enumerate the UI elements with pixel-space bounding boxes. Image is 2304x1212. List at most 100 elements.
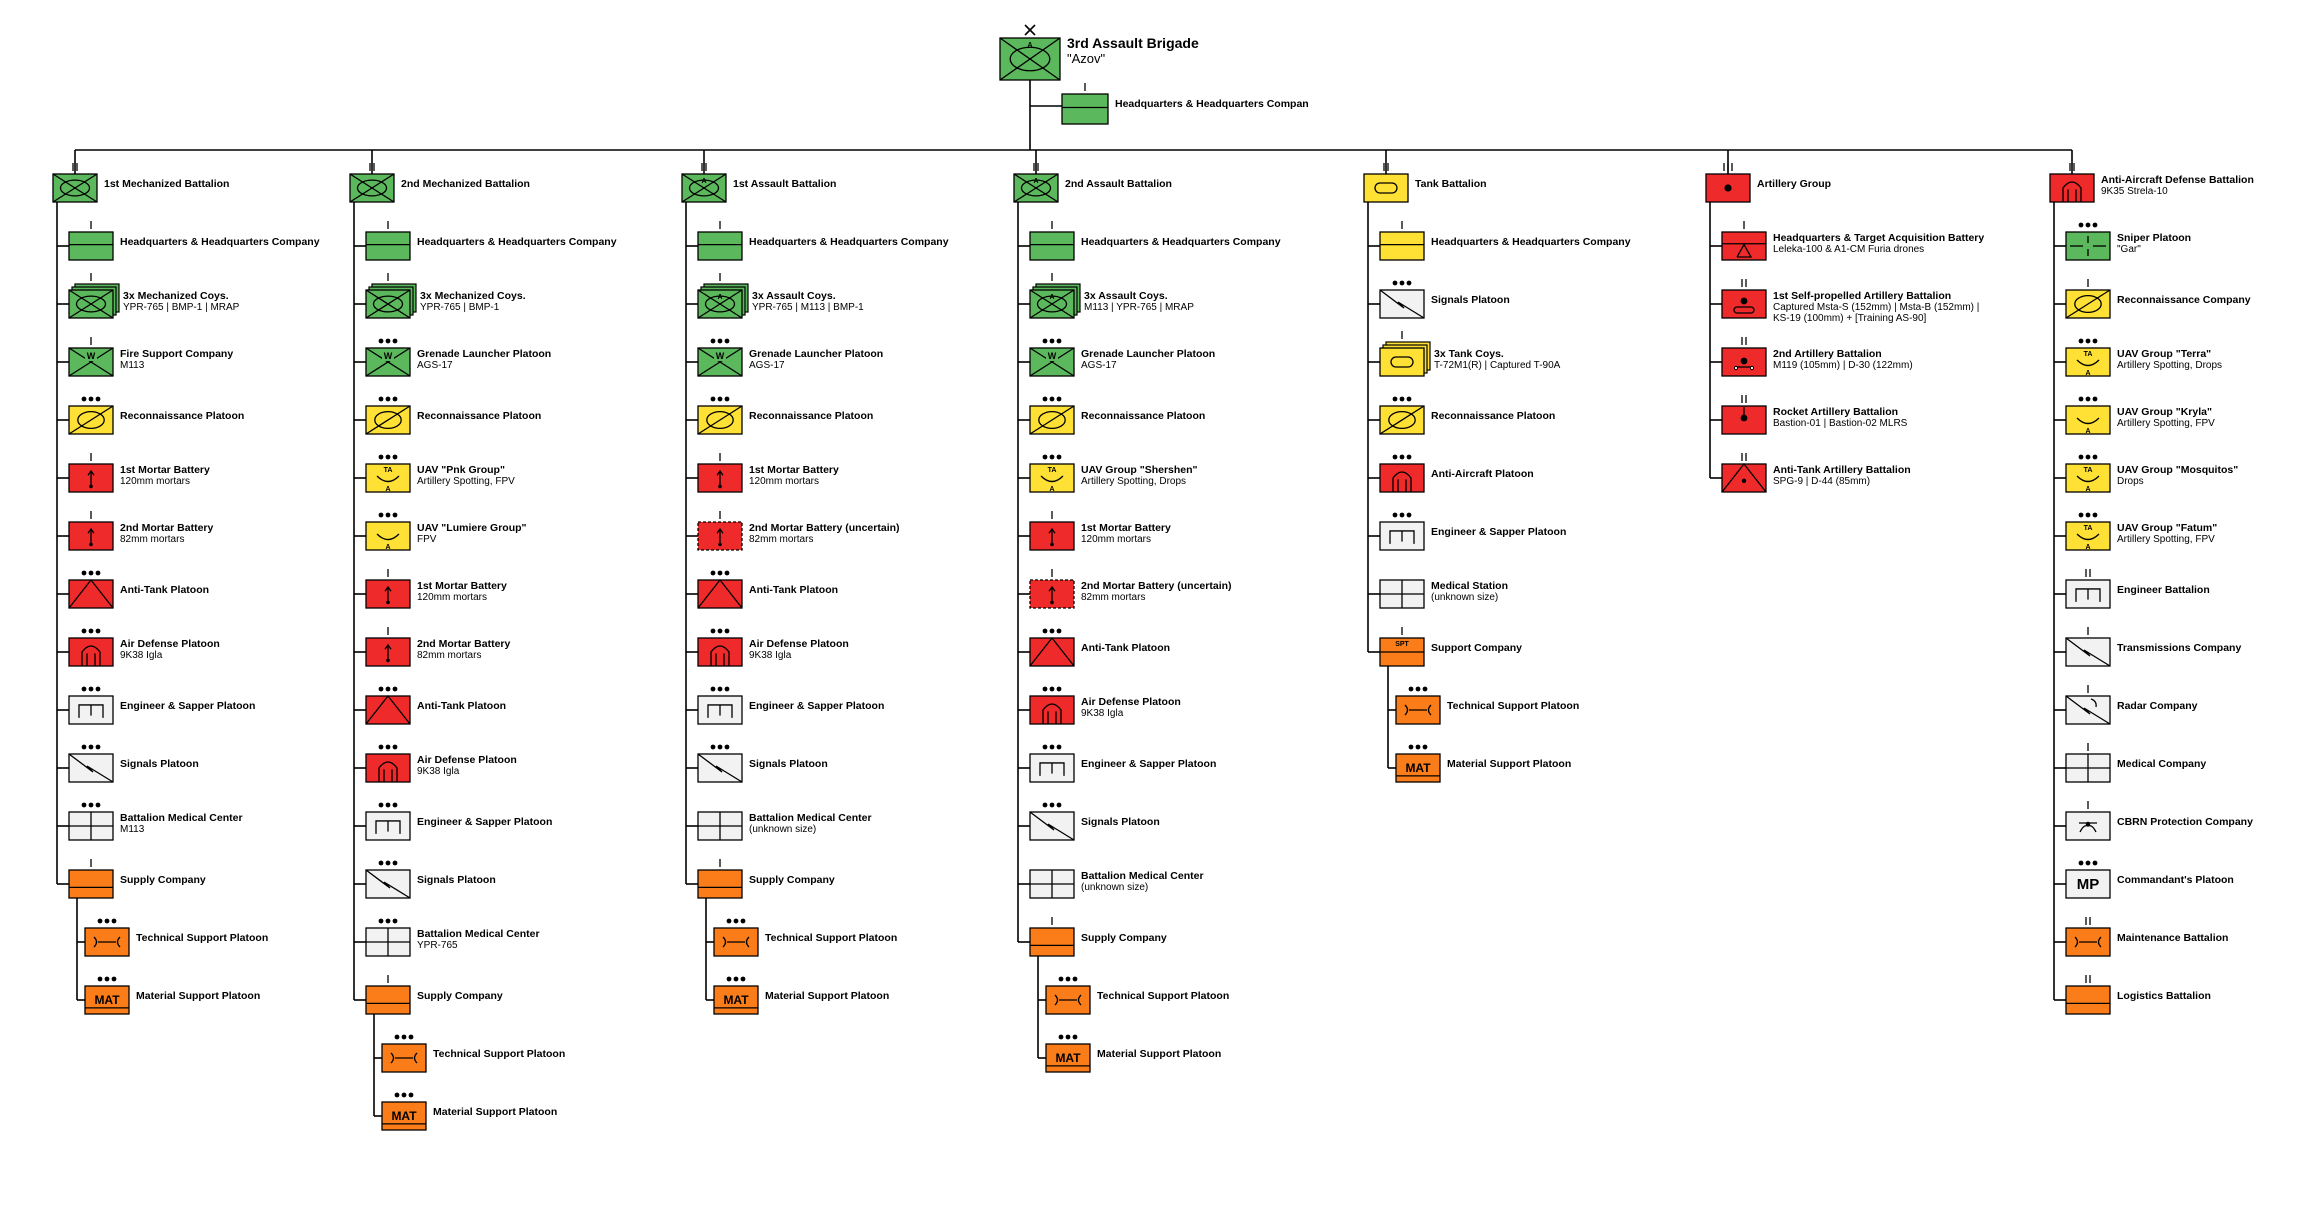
maintenance-icon [413, 1052, 418, 1064]
unit-sublabel: 9K35 Strela-10 [2101, 186, 2168, 197]
unit-sublabel: (unknown size) [749, 824, 816, 835]
armor-oval-icon [1020, 179, 1052, 197]
echelon-dot [1042, 396, 1048, 402]
unit-1st-assault-battalion: A 1st Assault Battalion [681, 163, 836, 203]
unit-reconnaissance-company: Reconnaissance Company [2065, 279, 2251, 319]
echelon-dot [97, 918, 103, 924]
unit-signals-platoon: Signals Platoon [365, 860, 496, 899]
echelon-dot [726, 918, 732, 924]
echelon-dot [2085, 338, 2091, 344]
maintenance-icon [722, 936, 727, 948]
echelon-dot [95, 802, 101, 808]
unit-technical-support-platoon: Technical Support Platoon [1045, 976, 1229, 1015]
unit-sublabel: 9K38 Igla [749, 650, 792, 661]
infantry-cross-icon [681, 173, 727, 203]
artillery-dot-icon [1740, 414, 1748, 422]
infantry-cross-icon [999, 37, 1061, 81]
echelon-dot [1065, 1034, 1071, 1040]
echelon-dot [378, 860, 384, 866]
echelon-dot [385, 512, 391, 518]
uav-wings-icon [2076, 475, 2100, 483]
mortar-arrow-icon [1048, 527, 1056, 534]
unit-label: Anti-Tank Platoon [120, 584, 209, 596]
unit-frame [2065, 869, 2111, 899]
unit-label: Battalion Medical Center [1081, 870, 1204, 882]
unit-label: 2nd Mechanized Battalion [401, 178, 530, 190]
echelon-dot [717, 686, 723, 692]
unit-supply-company: Supply Company [1029, 917, 1167, 957]
unit-2nd-assault-battalion: A 2nd Assault Battalion [1013, 163, 1172, 203]
unit-label: 1st Mechanized Battalion [104, 178, 229, 190]
echelon-dot [392, 454, 398, 460]
unit-sublabel: YPR-765 [417, 940, 458, 951]
echelon-dot [724, 628, 730, 634]
unit-headquarters-headquarters-compan: Headquarters & Headquarters Compan [1061, 83, 1309, 125]
echelon-dot [392, 686, 398, 692]
unit-2nd-mortar-battery-uncertain: 2nd Mortar Battery (uncertain)82mm morta… [697, 511, 900, 551]
unit-sublabel: 120mm mortars [120, 476, 190, 487]
unit-battalion-medical-center: Battalion Medical Center(unknown size) [1029, 869, 1204, 899]
unit-material-support-platoon: MAT Material Support Platoon [1395, 744, 1571, 783]
unit-uav-group-terra: TA A UAV Group "Terra"Artillery Spotting, … [2065, 338, 2222, 377]
echelon-dot [717, 396, 723, 402]
air-defense-dome-icon [81, 645, 101, 666]
maintenance-icon [93, 936, 98, 948]
unit-material-support-platoon: MAT Material Support Platoon [84, 976, 260, 1015]
echelon-dot [710, 396, 716, 402]
unit-label: 2nd Mortar Battery (uncertain) [1081, 580, 1232, 592]
echelon-dot [385, 338, 391, 344]
unit-frame [1363, 173, 1409, 203]
echelon-dot [1049, 396, 1055, 402]
uav-letter-icon: A [2085, 428, 2090, 435]
target-acquisition-icon [1736, 243, 1753, 258]
echelon-dot [724, 338, 730, 344]
unit-sublabel: M113 [120, 360, 145, 371]
echelon-dot [88, 570, 94, 576]
unit-anti-tank-platoon: Anti-Tank Platoon [68, 570, 209, 609]
unit-sublabel: T-72M1(R) | Captured T-90A [1434, 360, 1561, 371]
unit-supply-company: Supply Company [68, 859, 206, 899]
echelon-dot [710, 628, 716, 634]
maintenance-icon [116, 936, 121, 948]
echelon-dot [724, 396, 730, 402]
mortar-arrow-icon [1048, 585, 1056, 592]
echelon-dot [81, 744, 87, 750]
unit-label: Material Support Platoon [433, 1106, 557, 1118]
unit-label: Sniper Platoon [2117, 232, 2191, 244]
armor-oval-icon [1036, 295, 1068, 313]
unit-label: Maintenance Battalion [2117, 932, 2228, 944]
unit-frame [84, 985, 130, 1015]
echelon-dot [733, 918, 739, 924]
echelon-dot [394, 1034, 400, 1040]
echelon-dot [392, 802, 398, 808]
unit-label: Material Support Platoon [1097, 1048, 1221, 1060]
unit-headquarters-target-acquisition-battery: Headquarters & Target Acquisition Batter… [1721, 221, 1984, 261]
echelon-dot [1392, 396, 1398, 402]
unit-engineer-sapper-platoon: Engineer & Sapper Platoon [365, 802, 552, 841]
echelon-dot [1406, 454, 1412, 460]
unit-label: Medical Company [2117, 758, 2206, 770]
unit-sublabel: Captured Msta-S (152mm) | Msta-B (152mm)… [1773, 302, 1979, 313]
unit-cbrn-protection-company: CBRN Protection Company [2065, 801, 2253, 841]
signal-bolt-icon [1379, 289, 1425, 319]
unit-label: 2nd Artillery Battalion [1773, 348, 1882, 360]
unit-sublabel: 120mm mortars [417, 592, 487, 603]
artillery-dot-icon [1741, 478, 1747, 483]
uav-wings-icon [2076, 533, 2100, 541]
echelon-dot [1056, 628, 1062, 634]
unit-medical-company: Medical Company [2065, 743, 2206, 783]
echelon-dot [1399, 396, 1405, 402]
echelon-dot [2078, 512, 2084, 518]
unit-sublabel: Drops [2117, 476, 2144, 487]
anti-tank-icon [365, 694, 411, 725]
unit-sublabel: Artillery Spotting, Drops [1081, 476, 1186, 487]
echelon-dot [88, 744, 94, 750]
echelon-dot [95, 570, 101, 576]
unit-sublabel: M119 (105mm) | D-30 (122mm) [1773, 360, 1913, 371]
assault-letter-icon: A [1049, 294, 1054, 301]
echelon-dot [2085, 454, 2091, 460]
echelon-dot [710, 570, 716, 576]
